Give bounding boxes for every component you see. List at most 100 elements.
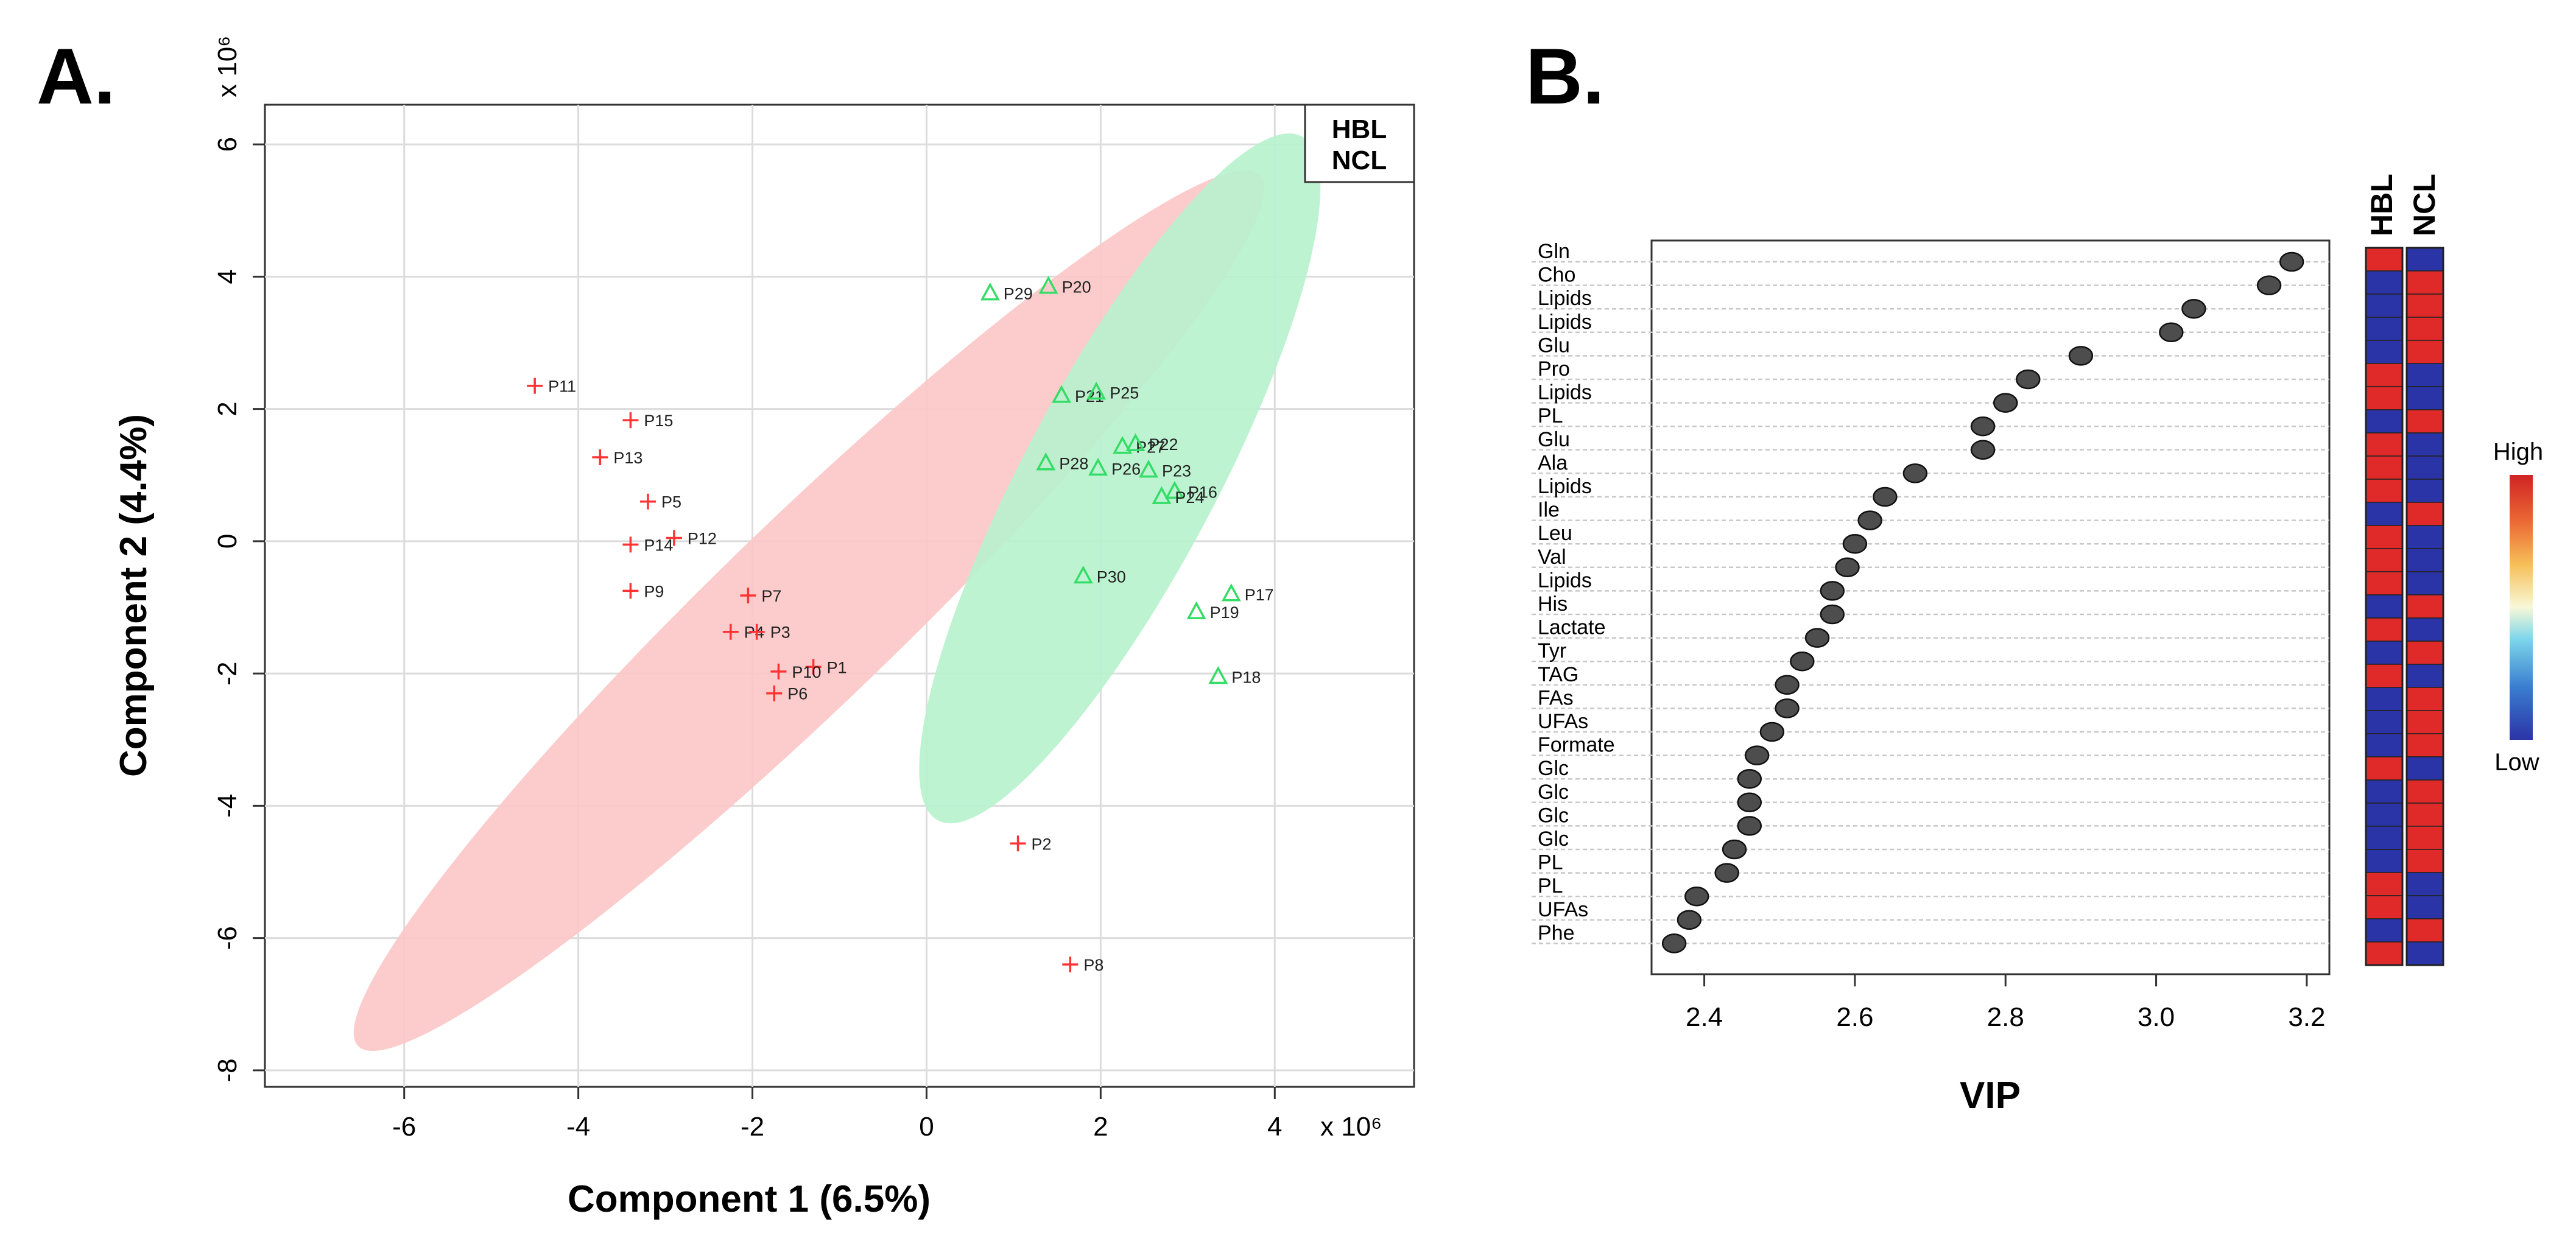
heatmap-cell-hbl: [2365, 317, 2403, 341]
vip-x-ticks: 2.4 2.6 2.8 3.0 3.2: [1686, 974, 2325, 1032]
ncl-point-marker: [1221, 583, 1241, 602]
heatmap-cell-ncl: [2406, 664, 2444, 688]
hbl-point-marker: [640, 493, 656, 510]
feature-label: Tyr: [1538, 639, 1566, 662]
point-label: P18: [1231, 669, 1261, 687]
vip-dot: [1993, 393, 2018, 413]
heatmap-cell-hbl: [2365, 756, 2403, 781]
ncl-point-marker: [1113, 435, 1133, 454]
point-label: P7: [761, 587, 781, 605]
hbl-confidence-ellipse: [353, 170, 1265, 1052]
heatmap-cell-hbl: [2365, 502, 2403, 526]
legend-box: [1304, 104, 1415, 183]
heatmap-cell-hbl: [2365, 525, 2403, 549]
score-plot-y-ticks: -8 -6 -4 -2 0 2 4 6: [213, 137, 265, 1082]
heatmap-cell-hbl: [2365, 594, 2403, 619]
vip-dot: [2256, 275, 2282, 295]
feature-label: PL: [1538, 874, 1563, 897]
vip-dots: [1661, 251, 2304, 954]
ncl-point-marker: [1152, 486, 1172, 504]
feature-label: Pro: [1538, 357, 1570, 381]
score-plot-x-ticks: -6 -4 -2 0 2 4: [392, 1087, 1283, 1142]
heatmap-cell-ncl: [2406, 779, 2444, 804]
vip-plot: GlnChoLipidsLipidsGluProLipidsPLGluAlaLi…: [1532, 174, 2543, 1117]
vip-rows: [1532, 261, 2329, 944]
vip-tick-label: 3.0: [2138, 1002, 2175, 1032]
x-tick-label: 4: [1267, 1112, 1282, 1142]
hbl-point-marker: [622, 583, 639, 599]
point-label: P8: [1083, 956, 1103, 974]
heatmap-cell-hbl: [2365, 687, 2403, 711]
heatmap-column-border: [2365, 247, 2404, 966]
heatmap-cell-hbl: [2365, 548, 2403, 572]
heatmap-cell-ncl: [2406, 455, 2444, 480]
heatmap-column-border: [2405, 247, 2444, 966]
hbl-point-marker: [722, 624, 739, 640]
vip-dot: [1661, 933, 1687, 954]
hbl-point-marker: [1010, 835, 1026, 852]
ncl-point-marker: [1052, 385, 1071, 403]
heatmap-header-hbl: HBL: [2365, 174, 2399, 236]
point-label: P12: [688, 529, 717, 547]
heatmap-cell-ncl: [2406, 548, 2444, 572]
heatmap-cell-ncl: [2406, 733, 2444, 757]
legend-hbl: HBL: [1332, 114, 1387, 144]
vip-heatmap: [2365, 247, 2444, 966]
y-tick-label: -2: [213, 662, 242, 686]
heatmap-cell-hbl: [2365, 293, 2403, 318]
heatmap-cell-ncl: [2406, 594, 2444, 619]
heatmap-cell-ncl: [2406, 918, 2444, 943]
vip-dot: [1970, 440, 1996, 460]
vip-tick-label: 2.8: [1987, 1002, 2024, 1032]
heatmap-cell-hbl: [2365, 641, 2403, 665]
legend: HBL NCL: [1304, 104, 1415, 183]
vip-dot: [1684, 886, 1709, 907]
vip-dot: [1759, 722, 1785, 742]
heatmap-cell-ncl: [2406, 432, 2444, 457]
heatmap-cell-ncl: [2406, 317, 2444, 341]
score-plot-ellipses: [353, 133, 1321, 1052]
feature-label: Glu: [1538, 334, 1570, 357]
y-tick-label: 0: [213, 534, 242, 549]
hbl-point-marker: [527, 378, 543, 394]
heatmap-cell-hbl: [2365, 363, 2403, 387]
vip-dot: [2181, 298, 2206, 319]
vip-dot: [1835, 557, 1860, 578]
vip-dot: [1775, 675, 1800, 695]
point-label: P22: [1149, 435, 1178, 454]
heatmap-cell-ncl: [2406, 571, 2444, 595]
vip-dot: [2279, 251, 2304, 272]
x-tick-label: 0: [919, 1112, 934, 1142]
heatmap-cell-hbl: [2365, 779, 2403, 804]
vip-dot: [1737, 792, 1762, 813]
color-scale-bar: [2510, 475, 2533, 740]
heatmap-cell-hbl: [2365, 941, 2403, 966]
vip-dot: [1804, 628, 1830, 648]
heatmap-cell-hbl: [2365, 617, 2403, 642]
y-tick-label: 6: [213, 137, 242, 152]
point-label: P26: [1111, 460, 1141, 478]
heatmap-cell-ncl: [2406, 895, 2444, 919]
heatmap-cell-hbl: [2365, 340, 2403, 364]
panel-a-label: A.: [37, 32, 116, 121]
feature-label: Ala: [1538, 451, 1568, 474]
point-label: P11: [548, 378, 576, 396]
heatmap-cell-ncl: [2406, 479, 2444, 503]
point-label: P19: [1210, 603, 1239, 622]
heatmap-cell-hbl: [2365, 455, 2403, 480]
heatmap-cell-ncl: [2406, 710, 2444, 734]
legend-ncl: NCL: [1332, 146, 1387, 175]
feature-label: Ile: [1538, 499, 1560, 522]
point-label: P6: [787, 685, 808, 703]
point-label: P2: [1032, 835, 1052, 853]
point-label: P15: [644, 412, 673, 430]
feature-label: Glu: [1538, 428, 1570, 451]
heatmap-cell-ncl: [2406, 617, 2444, 642]
hbl-point-marker: [766, 685, 783, 701]
hbl-point-marker: [770, 663, 787, 680]
point-label: P9: [644, 582, 664, 600]
point-label: P14: [644, 536, 673, 554]
vip-dot: [1775, 698, 1800, 718]
point-label: P30: [1097, 567, 1126, 586]
vip-tick-label: 2.4: [1686, 1002, 1723, 1032]
